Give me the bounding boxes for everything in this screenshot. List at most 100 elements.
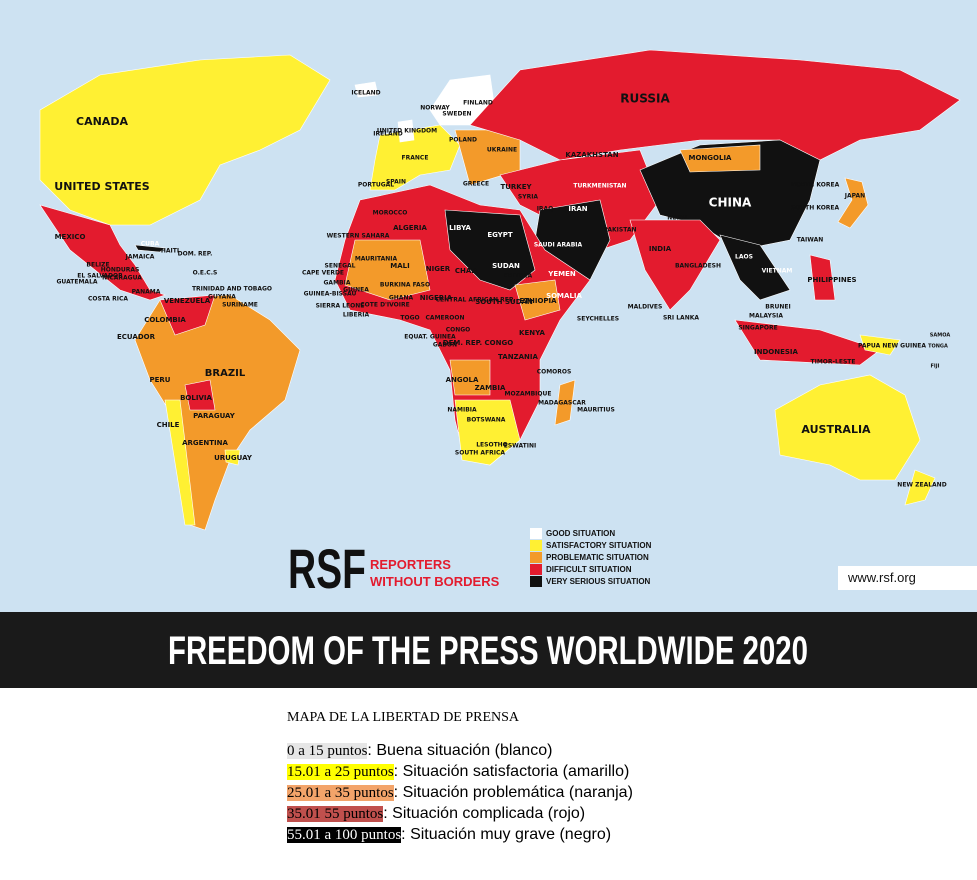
caption-line: 25.01 a 35 puntos: Situación problemátic…	[287, 784, 633, 802]
country-label: CHILE	[157, 421, 180, 429]
country-label: MALDIVES	[628, 304, 663, 311]
country-label: SINGAPORE	[738, 325, 777, 332]
banner	[0, 612, 977, 688]
country-label: ANGOLA	[446, 376, 479, 384]
country-label: ZAMBIA	[475, 384, 506, 392]
country-label: POLAND	[449, 137, 477, 144]
country-label: HAITI	[161, 248, 179, 255]
country-label: INDIA	[649, 245, 672, 253]
description: : Situación complicada (rojo)	[383, 805, 586, 822]
org-name: WITHOUT BORDERS	[370, 574, 500, 589]
country-label: MOZAMBIQUE	[505, 391, 552, 398]
range: 15.01 a 25 puntos	[287, 764, 394, 780]
country-label: IRELAND	[373, 131, 402, 138]
country-label: SYRIA	[518, 194, 539, 201]
country-label: MAURITANIA	[355, 256, 398, 263]
country-label: TURKEY	[500, 183, 532, 191]
country-label: TRINIDAD AND TOBAGO	[192, 286, 272, 293]
country-label: MEXICO	[55, 233, 86, 241]
country-label: UNITED KINGDOM	[377, 128, 437, 135]
country-label: DOM. REP.	[178, 251, 213, 258]
country-label: PERU	[150, 376, 171, 384]
country-label: JAPAN	[844, 193, 865, 200]
country-label: LESOTHO	[476, 442, 508, 449]
country-label: ECUADOR	[117, 333, 156, 341]
country-label: TOGO	[400, 315, 419, 322]
country-label: BURKINA FASO	[380, 282, 430, 289]
country-label: TIMOR-LESTE	[811, 359, 856, 366]
country-label: SUDAN	[492, 262, 520, 270]
country-label: CHAD	[455, 267, 477, 275]
country-label: ERITREA	[504, 273, 533, 280]
country-label: BRAZIL	[205, 368, 246, 379]
country-label: GUINEA-BISSAU	[304, 291, 357, 298]
country-label: NORTH KOREA	[791, 182, 840, 189]
country-label: COSTA RICA	[88, 296, 128, 303]
country-label: BRUNEI	[765, 304, 790, 311]
country-label: ETHIOPIA	[519, 297, 557, 305]
country-label: URUGUAY	[214, 454, 253, 462]
country-label: MAURITIUS	[577, 407, 615, 414]
country-label: CHINA	[709, 196, 752, 210]
country-label: SPAIN	[386, 179, 406, 186]
country-label: GABON	[433, 342, 457, 349]
country-label: GREECE	[463, 181, 489, 188]
country-label: NICARAGUA	[102, 275, 142, 282]
country-label: CUBA	[141, 241, 160, 248]
country-label: PANAMA	[132, 289, 161, 296]
country-label: MALAYSIA	[749, 313, 783, 320]
range: 55.01 a 100 puntos	[287, 827, 402, 843]
country-label: ICELAND	[351, 90, 380, 97]
country-label: LIBYA	[449, 224, 471, 232]
range: 0 a 15 puntos	[287, 743, 368, 759]
country-label: SRI LANKA	[663, 315, 699, 322]
country-label: WESTERN SAHARA	[327, 233, 390, 240]
country-label: EQUAT. GUINEA	[404, 334, 456, 341]
land	[39, 49, 961, 531]
country-label: TAIWAN	[797, 237, 824, 244]
country-label: SOUTH AFRICA	[455, 450, 505, 457]
url: www.rsf.org	[847, 570, 916, 585]
country-label: PARAGUAY	[193, 412, 236, 420]
country-label: EGYPT	[487, 231, 513, 239]
country-label: SAMOA	[930, 333, 951, 339]
country-label: MONGOLIA	[689, 154, 733, 162]
caption-line: 35.01 55 puntos: Situación complicada (r…	[287, 805, 585, 823]
country-label: HONDURAS	[101, 267, 140, 274]
country-label: FRANCE	[402, 155, 429, 162]
caption-line: 55.01 a 100 puntos: Situación muy grave …	[287, 826, 611, 844]
legend-swatch	[530, 564, 542, 575]
description: : Buena situación (blanco)	[367, 742, 553, 759]
country-label: LAOS	[735, 254, 753, 261]
range: 25.01 a 35 puntos	[287, 785, 394, 801]
country-label: TONGA	[928, 344, 948, 350]
caption-title: MAPA DE LA LIBERTAD DE PRENSA	[287, 710, 520, 725]
country-label: IRAQ	[537, 206, 554, 213]
country-label: FIJI	[931, 364, 940, 370]
legend-swatch	[530, 528, 542, 539]
country-label: BANGLADESH	[675, 263, 721, 270]
country-label: FINLAND	[463, 100, 493, 107]
country-label: MALI	[390, 262, 409, 270]
country-label: O.E.C.S	[193, 270, 218, 277]
country-label: VENEZUELA	[164, 297, 211, 305]
country-label: CONGO	[446, 327, 471, 334]
country-label: SOUTH KOREA	[791, 205, 840, 212]
legend-label: PROBLEMATIC SITUATION	[546, 553, 649, 562]
country-label: CAMEROON	[426, 315, 465, 322]
country-label: TANZANIA	[498, 353, 538, 361]
country-label: SIERRA LEONE	[316, 303, 365, 310]
country-label: RUSSIA	[620, 92, 670, 106]
country-label: SEYCHELLES	[577, 316, 619, 323]
country-label: SURINAME	[222, 302, 258, 309]
country-label: SAUDI ARABIA	[534, 242, 583, 249]
country-label: TURKMENISTAN	[573, 183, 626, 190]
country-label: NIGER	[426, 265, 451, 273]
country-label: PHILIPPINES	[807, 276, 856, 284]
country-label: BOTSWANA	[467, 417, 506, 424]
country-label: PORTUGAL	[358, 182, 394, 189]
country-label: MOROCCO	[373, 210, 408, 217]
